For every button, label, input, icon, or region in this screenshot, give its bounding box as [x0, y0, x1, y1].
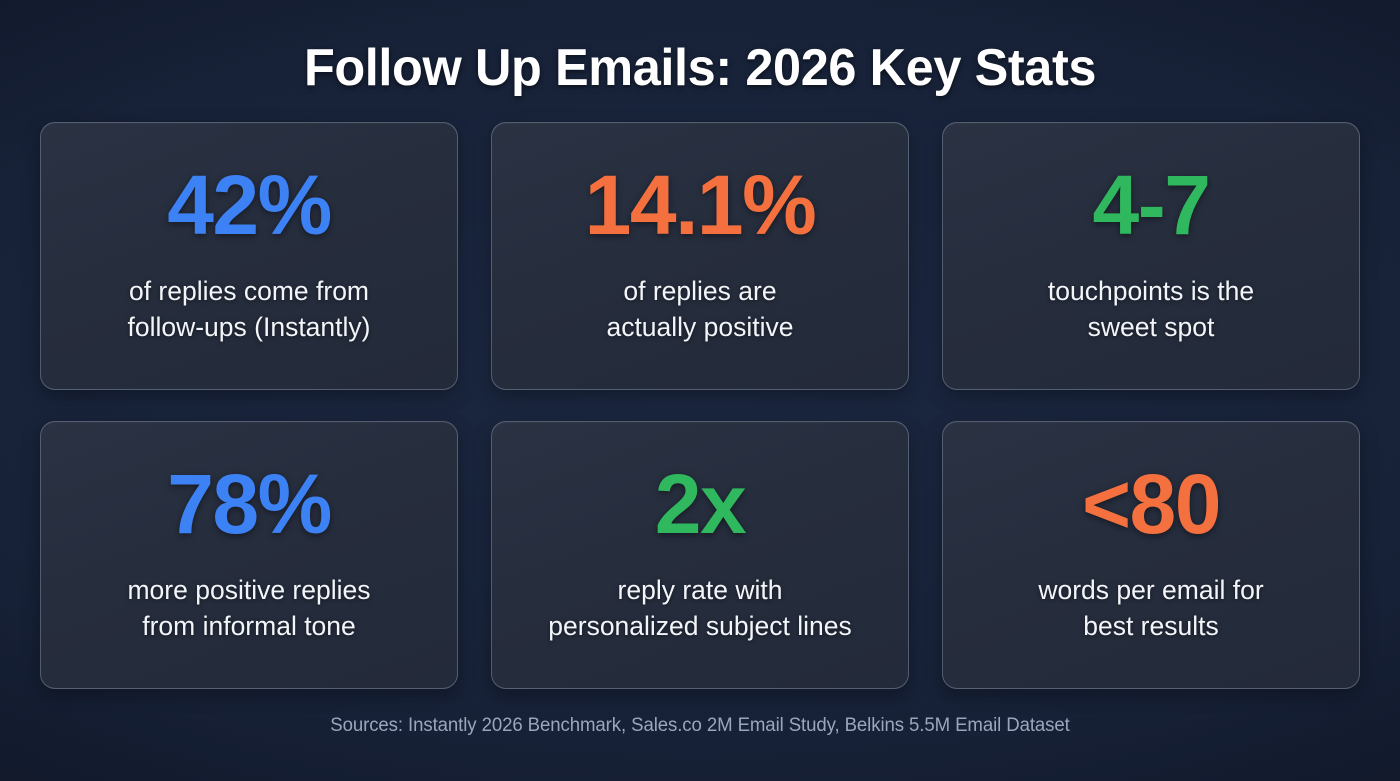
- stat-card-grid: 42% of replies come from follow-ups (Inst…: [40, 122, 1360, 689]
- stat-value: 78%: [167, 456, 332, 551]
- stat-label: of replies are actually positive: [606, 275, 794, 342]
- stat-card-2x: 2x reply rate with personalized subject l…: [491, 421, 909, 689]
- stat-label: words per email for best results: [1038, 574, 1264, 641]
- stat-card-14-1-percent: 14.1% of replies are actually positive: [491, 122, 909, 390]
- stat-value: 2x: [654, 456, 747, 551]
- page-title: Follow Up Emails: 2026 Key Stats: [303, 39, 1097, 97]
- stat-value: 4-7: [1092, 157, 1211, 252]
- stat-label: touchpoints is the sweet spot: [1047, 275, 1255, 342]
- stat-value: 14.1%: [584, 157, 817, 252]
- sources-footer: Sources: Instantly 2026 Benchmark, Sales…: [330, 715, 1070, 736]
- stat-label: reply rate with personalized subject line…: [548, 574, 852, 641]
- stat-card-under-80-words: <80 words per email for best results: [942, 421, 1360, 689]
- stat-card-4-7-touchpoints: 4-7 touchpoints is the sweet spot: [942, 122, 1360, 390]
- stat-value: 42%: [167, 157, 332, 252]
- stat-card-42-percent: 42% of replies come from follow-ups (Inst…: [40, 122, 458, 390]
- stat-card-78-percent: 78% more positive replies from informal t…: [40, 421, 458, 689]
- stat-value: <80: [1082, 456, 1222, 551]
- stat-label: of replies come from follow-ups (Instantl…: [127, 275, 371, 342]
- stat-label: more positive replies from informal tone: [127, 574, 371, 641]
